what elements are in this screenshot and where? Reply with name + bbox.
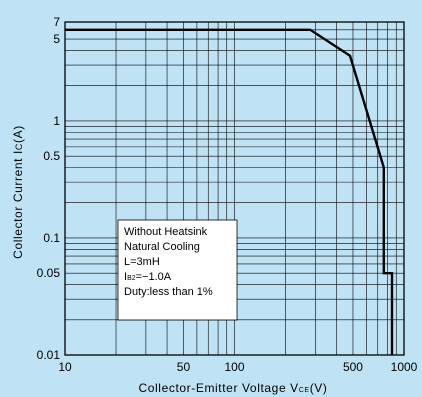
y-tick-label: 7 (53, 15, 60, 29)
y-tick-label: 0.1 (43, 231, 60, 245)
x-tick-label: 10 (58, 360, 72, 374)
y-tick-label: 5 (53, 32, 60, 46)
x-axis-label-sub: CE (299, 387, 310, 394)
y-axis-label-sub: C (14, 143, 24, 150)
annotation-line-heatsink: Without Heatsink (124, 226, 208, 238)
ib-main: I (124, 271, 127, 283)
ib-value: =−1.0A (136, 271, 172, 283)
y-tick-label: 1 (53, 114, 60, 128)
x-tick-label: 50 (177, 360, 191, 374)
plot-frame (64, 21, 405, 356)
annotation-box: Without Heatsink Natural Cooling L=3mH I… (117, 219, 238, 321)
series-layer (65, 28, 394, 355)
x-tick-label: 500 (343, 360, 363, 374)
annotation-line-cooling: Natural Cooling (124, 241, 200, 253)
y-tick-label: 0.01 (37, 348, 61, 362)
ib-sub: B2 (127, 275, 136, 282)
annotation-line-base-current: IB2=−1.0A (124, 271, 172, 283)
x-axis-label-unit: (V) (310, 381, 328, 395)
soa-boundary-line (65, 28, 394, 355)
x-axis-label-main: Collector-Emitter Voltage V (139, 381, 299, 395)
annotation-line-inductance: L=3mH (124, 256, 160, 268)
annotation-background (117, 219, 238, 321)
x-tick-label: 100 (224, 360, 244, 374)
x-axis-label: Collector-Emitter Voltage VCE(V) (139, 381, 328, 395)
y-axis-label-main: Collector Current I (11, 150, 25, 259)
tick-labels: 10 50 100 500 1000 0.01 0.05 0.1 0.5 1 5 7 (37, 15, 418, 374)
x-tick-label: 1000 (391, 360, 418, 374)
y-tick-label: 0.05 (37, 266, 61, 280)
annotation-line-duty: Duty:less than 1% (124, 286, 213, 298)
y-tick-label: 0.5 (43, 149, 60, 163)
y-axis-label: Collector Current IC(A) (11, 125, 25, 259)
y-axis-label-unit: (A) (11, 125, 25, 143)
